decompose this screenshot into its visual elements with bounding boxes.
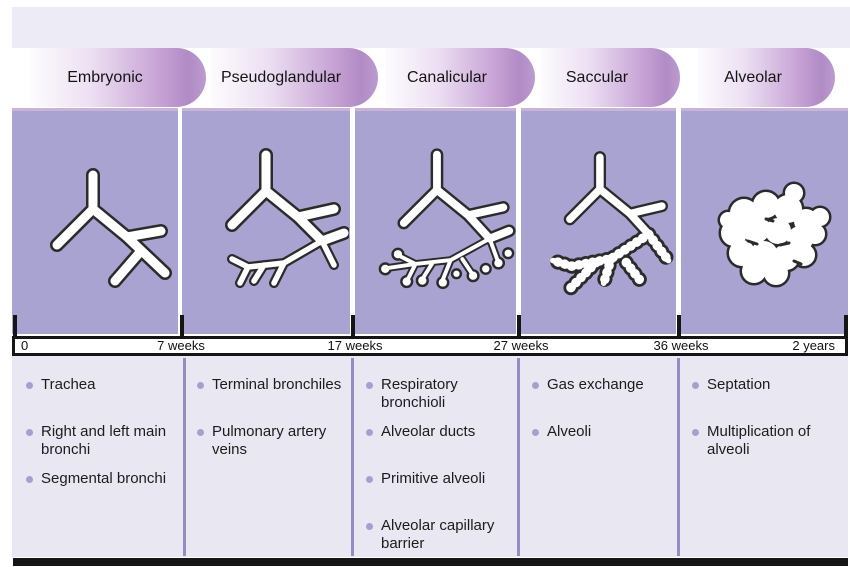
stage-note: Septation xyxy=(707,376,771,393)
list-item: Septation xyxy=(692,376,848,423)
panel-saccular xyxy=(521,108,676,334)
stage-label: Alveolar xyxy=(724,68,782,86)
list-item: Terminal bronchiles xyxy=(197,376,352,423)
timeline-tick xyxy=(677,315,681,337)
panel-alveolar xyxy=(681,108,848,334)
bullet-icon xyxy=(366,476,373,483)
list-item: Trachea xyxy=(26,376,183,423)
timeline-label-7-weeks: 7 weeks xyxy=(157,338,205,353)
list-item: Multiplication of alveoli xyxy=(692,423,848,470)
column-divider xyxy=(351,358,354,556)
notes-column-canalicular: Respiratory bronchioli Alveolar ducts Pr… xyxy=(352,356,518,557)
timeline-label-2-years: 2 years xyxy=(792,338,835,353)
stage-pill-canalicular: Canalicular xyxy=(385,48,535,107)
list-item: Respiratory bronchioli xyxy=(366,376,518,423)
bullet-icon xyxy=(26,429,33,436)
timeline-label-36-weeks: 36 weeks xyxy=(653,338,709,353)
stage-label: Embryonic xyxy=(67,68,143,86)
timeline-tick xyxy=(844,315,848,337)
canalicular-lung-icon xyxy=(378,113,516,289)
stage-list: Terminal bronchiles Pulmonary artery vei… xyxy=(183,356,352,470)
stage-pill-alveolar: Alveolar xyxy=(697,48,835,107)
bullet-icon xyxy=(26,476,33,483)
stage-note: Alveoli xyxy=(547,423,592,440)
stage-note: Respiratory bronchioli xyxy=(381,376,458,411)
stage-label: Pseudoglandular xyxy=(220,68,342,86)
bullet-icon xyxy=(366,523,373,530)
saccular-lung-icon xyxy=(521,113,676,333)
stage-note: Trachea xyxy=(41,376,96,393)
bottom-border-bar xyxy=(13,558,848,566)
top-band xyxy=(12,7,850,48)
embryonic-lung-icon xyxy=(13,113,178,333)
timeline-tick xyxy=(180,315,184,337)
stage-pill-embryonic: Embryonic xyxy=(30,48,206,107)
timeline-label-17-weeks: 17 weeks xyxy=(327,338,383,353)
timeline-tick xyxy=(351,315,355,337)
bullet-icon xyxy=(692,382,699,389)
stage-note: Primitive alveoli xyxy=(381,470,486,487)
stage-label: Saccular xyxy=(565,68,629,86)
timeline-tick xyxy=(517,315,521,337)
bullet-icon xyxy=(532,429,539,436)
bullet-icon xyxy=(197,382,204,389)
panel-canalicular xyxy=(355,108,516,334)
list-item: Alveolar ducts xyxy=(366,423,518,470)
stage-note: Segmental bronchi xyxy=(41,470,167,487)
bullet-icon xyxy=(26,382,33,389)
stage-note: Right and left main bronchi xyxy=(41,423,167,458)
list-item: Pulmonary artery veins xyxy=(197,423,352,470)
column-divider xyxy=(183,358,186,556)
list-item: Right and left main bronchi xyxy=(26,423,183,470)
panel-pseudoglandular xyxy=(182,108,350,334)
stage-note: Gas exchange xyxy=(547,376,644,393)
timeline-ruler: 0 7 weeks 17 weeks 27 weeks 36 weeks 2 y… xyxy=(12,336,848,356)
bullet-icon xyxy=(692,429,699,436)
notes-column-embryonic: Trachea Right and left main bronchi Segm… xyxy=(12,356,183,557)
timeline-label-0: 0 xyxy=(21,338,29,353)
stage-list: Respiratory bronchioli Alveolar ducts Pr… xyxy=(352,356,518,564)
stage-pill-pseudoglandular: Pseudoglandular xyxy=(210,48,378,107)
stage-pill-saccular: Saccular xyxy=(540,48,680,107)
stage-list: Gas exchange Alveoli xyxy=(518,356,678,470)
timeline-label-27-weeks: 27 weeks xyxy=(493,338,549,353)
notes-column-alveolar: Septation Multiplication of alveoli xyxy=(678,356,848,557)
list-item: Segmental bronchi xyxy=(26,470,183,517)
bullet-icon xyxy=(366,382,373,389)
notes-column-saccular: Gas exchange Alveoli xyxy=(518,356,678,557)
stage-note: Alveolar capillary barrier xyxy=(381,517,495,552)
stage-note: Multiplication of alveoli xyxy=(707,423,811,458)
stage-note: Alveolar ducts xyxy=(381,423,476,440)
bullet-icon xyxy=(366,429,373,436)
column-divider xyxy=(517,358,520,556)
bullet-icon xyxy=(532,382,539,389)
column-divider xyxy=(677,358,680,556)
list-item: Gas exchange xyxy=(532,376,678,423)
pseudoglandular-lung-icon xyxy=(184,113,349,333)
stage-list: Septation Multiplication of alveoli xyxy=(678,356,848,470)
list-item: Primitive alveoli xyxy=(366,470,518,517)
notes-area xyxy=(12,356,848,557)
timeline-tick xyxy=(13,315,17,337)
stage-label: Canalicular xyxy=(406,68,488,86)
stage-list: Trachea Right and left main bronchi Segm… xyxy=(12,356,183,517)
notes-column-pseudoglandular: Terminal bronchiles Pulmonary artery vei… xyxy=(183,356,352,557)
list-item: Alveoli xyxy=(532,423,678,470)
alveolar-lung-icon xyxy=(682,113,847,333)
stage-note: Terminal bronchiles xyxy=(212,376,342,393)
stage-note: Pulmonary artery veins xyxy=(212,423,327,458)
panel-embryonic xyxy=(12,108,178,334)
list-item: Alveolar capillary barrier xyxy=(366,517,518,564)
bullet-icon xyxy=(197,429,204,436)
